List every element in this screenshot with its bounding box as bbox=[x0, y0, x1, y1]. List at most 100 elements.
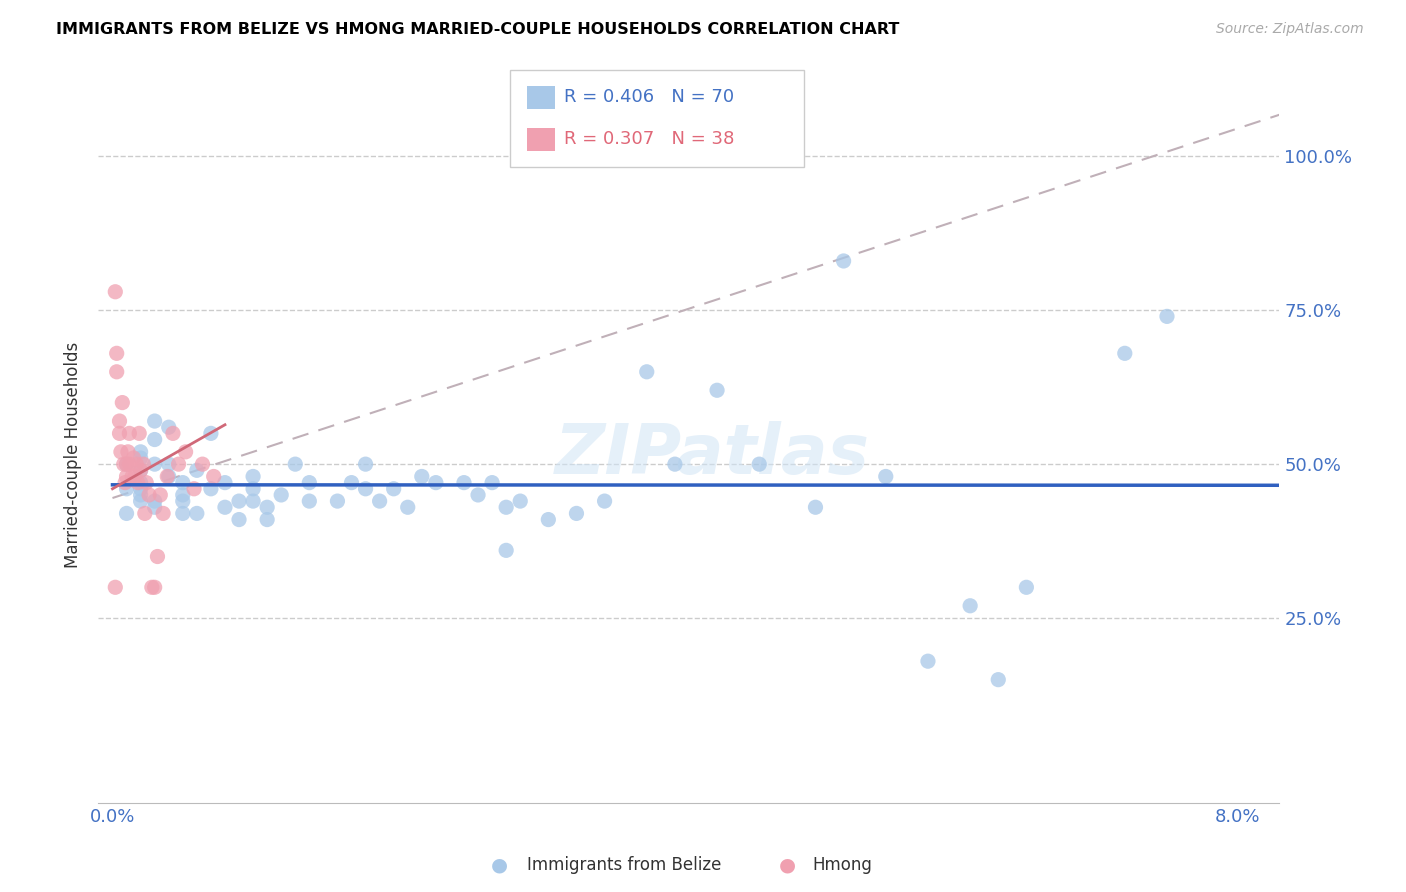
Point bbox=[495, 500, 517, 515]
Point bbox=[149, 488, 172, 502]
Point bbox=[114, 475, 136, 490]
Point bbox=[228, 512, 250, 526]
Point bbox=[396, 500, 419, 515]
Point bbox=[509, 494, 531, 508]
Point bbox=[132, 457, 155, 471]
Point bbox=[138, 488, 160, 502]
Point bbox=[129, 450, 152, 465]
Point bbox=[748, 457, 770, 471]
Point bbox=[191, 457, 214, 471]
Point bbox=[172, 494, 194, 508]
Point bbox=[129, 445, 152, 459]
Point bbox=[143, 494, 166, 508]
Point bbox=[143, 500, 166, 515]
Point bbox=[804, 500, 827, 515]
Point bbox=[186, 507, 208, 521]
Point bbox=[117, 445, 139, 459]
Point bbox=[174, 445, 197, 459]
Text: ●: ● bbox=[779, 855, 796, 875]
Point bbox=[256, 500, 278, 515]
Point bbox=[122, 450, 145, 465]
Point bbox=[104, 580, 127, 594]
Point bbox=[593, 494, 616, 508]
Point bbox=[134, 507, 156, 521]
Point bbox=[172, 488, 194, 502]
Point bbox=[141, 580, 163, 594]
Point bbox=[108, 426, 131, 441]
Point bbox=[214, 500, 236, 515]
Point bbox=[156, 469, 179, 483]
Point bbox=[959, 599, 981, 613]
Point bbox=[110, 445, 132, 459]
Point bbox=[298, 494, 321, 508]
Point bbox=[125, 457, 148, 471]
Point bbox=[129, 494, 152, 508]
Point bbox=[270, 488, 292, 502]
Point bbox=[115, 507, 138, 521]
Point bbox=[129, 463, 152, 477]
Point bbox=[832, 254, 855, 268]
Point bbox=[128, 426, 150, 441]
Point bbox=[143, 580, 166, 594]
Text: ZIPatlas: ZIPatlas bbox=[555, 421, 870, 489]
Point bbox=[143, 433, 166, 447]
Text: Hmong: Hmong bbox=[813, 856, 873, 874]
Point bbox=[340, 475, 363, 490]
Point bbox=[115, 469, 138, 483]
Point bbox=[104, 285, 127, 299]
Point bbox=[411, 469, 433, 483]
Point bbox=[368, 494, 391, 508]
Point bbox=[242, 494, 264, 508]
Point bbox=[453, 475, 475, 490]
Point bbox=[135, 475, 157, 490]
Point bbox=[1114, 346, 1136, 360]
Point bbox=[467, 488, 489, 502]
Point bbox=[108, 414, 131, 428]
Point bbox=[115, 457, 138, 471]
Point bbox=[1015, 580, 1038, 594]
Text: Source: ZipAtlas.com: Source: ZipAtlas.com bbox=[1216, 22, 1364, 37]
Point bbox=[118, 457, 141, 471]
Point bbox=[354, 482, 377, 496]
Point bbox=[425, 475, 447, 490]
Text: R = 0.307   N = 38: R = 0.307 N = 38 bbox=[564, 130, 734, 148]
Point bbox=[162, 426, 184, 441]
Point bbox=[186, 463, 208, 477]
Point bbox=[495, 543, 517, 558]
Point bbox=[127, 475, 149, 490]
Point bbox=[115, 482, 138, 496]
Point bbox=[129, 475, 152, 490]
Point bbox=[111, 395, 134, 409]
Point bbox=[172, 475, 194, 490]
Text: IMMIGRANTS FROM BELIZE VS HMONG MARRIED-COUPLE HOUSEHOLDS CORRELATION CHART: IMMIGRANTS FROM BELIZE VS HMONG MARRIED-… bbox=[56, 22, 900, 37]
Point bbox=[284, 457, 307, 471]
Point bbox=[129, 463, 152, 477]
Point bbox=[143, 414, 166, 428]
Point bbox=[143, 457, 166, 471]
Point bbox=[129, 488, 152, 502]
Point bbox=[129, 482, 152, 496]
Point bbox=[242, 469, 264, 483]
Point bbox=[112, 457, 135, 471]
Point bbox=[157, 420, 180, 434]
Point bbox=[200, 482, 222, 496]
Point bbox=[146, 549, 169, 564]
Point bbox=[242, 482, 264, 496]
Point bbox=[118, 426, 141, 441]
Point bbox=[157, 457, 180, 471]
Point bbox=[202, 469, 225, 483]
Point bbox=[481, 475, 503, 490]
Text: ●: ● bbox=[491, 855, 508, 875]
Text: Immigrants from Belize: Immigrants from Belize bbox=[527, 856, 721, 874]
Point bbox=[183, 482, 205, 496]
Point bbox=[636, 365, 658, 379]
Point bbox=[706, 384, 728, 398]
Point bbox=[382, 482, 405, 496]
Point bbox=[664, 457, 686, 471]
Point bbox=[256, 512, 278, 526]
Point bbox=[105, 365, 128, 379]
Point bbox=[354, 457, 377, 471]
Point bbox=[157, 469, 180, 483]
Point bbox=[987, 673, 1010, 687]
Point bbox=[121, 469, 143, 483]
